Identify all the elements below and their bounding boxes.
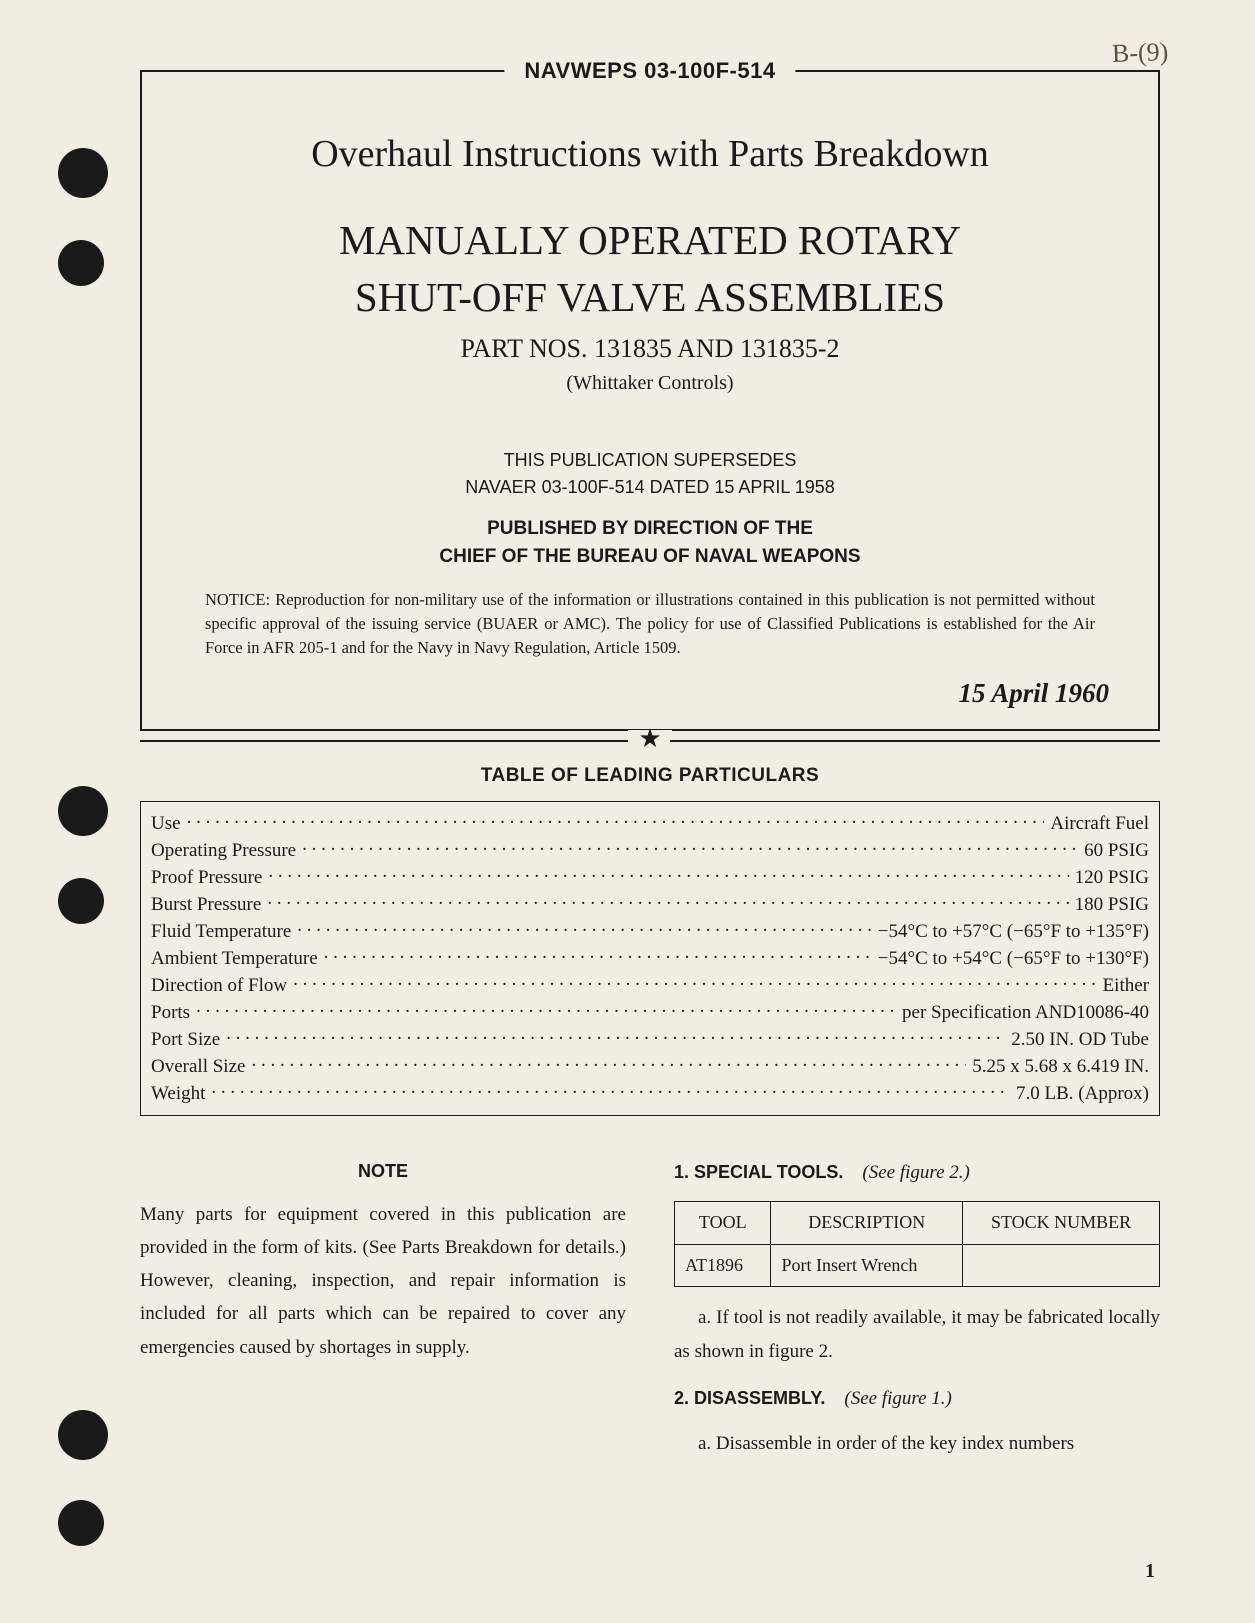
leader-dots <box>267 891 1068 910</box>
particulars-row: Fluid Temperature −54°C to +57°C (−65°F t… <box>151 918 1149 943</box>
main-title-line: MANUALLY OPERATED ROTARY <box>187 216 1113 265</box>
particulars-value: −54°C to +54°C (−65°F to +130°F) <box>872 948 1149 970</box>
leader-dots <box>187 810 1045 829</box>
leader-dots <box>293 972 1096 991</box>
punch-hole <box>58 878 104 924</box>
particulars-value: 7.0 LB. (Approx) <box>1010 1083 1149 1105</box>
particulars-label: Overall Size <box>151 1056 251 1078</box>
figure-ref: (See figure 2.) <box>862 1162 969 1183</box>
particulars-table: Use Aircraft Fuel Operating Pressure 60 PSI… <box>140 801 1160 1116</box>
particulars-label: Weight <box>151 1083 211 1105</box>
leader-dots <box>268 864 1068 883</box>
particulars-row: Operating Pressure 60 PSIG <box>151 837 1149 862</box>
table-cell <box>963 1244 1160 1287</box>
supersedes-line: NAVAER 03-100F-514 DATED 15 APRIL 1958 <box>465 477 835 497</box>
main-title-line: SHUT-OFF VALVE ASSEMBLIES <box>187 273 1113 322</box>
table-cell: Port Insert Wrench <box>771 1244 963 1287</box>
punch-hole <box>58 1410 108 1460</box>
particulars-row: Burst Pressure 180 PSIG <box>151 891 1149 916</box>
particulars-row: Direction of Flow Either <box>151 972 1149 997</box>
particulars-row: Proof Pressure 120 PSIG <box>151 864 1149 889</box>
particulars-value: 180 PSIG <box>1069 894 1149 916</box>
leader-dots <box>297 918 872 937</box>
handwritten-annotation: B-(9) <box>1111 37 1168 69</box>
particulars-heading: TABLE OF LEADING PARTICULARS <box>140 765 1160 787</box>
body-columns: NOTE Many parts for equipment covered in… <box>140 1156 1160 1460</box>
section-2: 2. DISASSEMBLY. (See figure 1.) <box>674 1382 1160 1415</box>
particulars-row: Weight 7.0 LB. (Approx) <box>151 1080 1149 1105</box>
particulars-label: Operating Pressure <box>151 840 302 862</box>
particulars-value: 2.50 IN. OD Tube <box>1005 1029 1149 1051</box>
table-cell: AT1896 <box>675 1244 771 1287</box>
leader-dots <box>324 945 872 964</box>
leader-dots <box>251 1053 966 1072</box>
section-number: 2. DISASSEMBLY. <box>674 1388 825 1408</box>
subtitle: Overhaul Instructions with Parts Breakdo… <box>187 132 1113 176</box>
page-number: 1 <box>1145 1560 1155 1583</box>
vendor: (Whittaker Controls) <box>187 372 1113 395</box>
section-1: 1. SPECIAL TOOLS. (See figure 2.) <box>674 1156 1160 1189</box>
leader-dots <box>302 837 1078 856</box>
published-by: PUBLISHED BY DIRECTION OF THE CHIEF OF T… <box>187 515 1113 570</box>
supersedes-line: THIS PUBLICATION SUPERSEDES <box>504 450 797 470</box>
particulars-label: Ports <box>151 1002 196 1024</box>
supersedes: THIS PUBLICATION SUPERSEDES NAVAER 03-10… <box>187 447 1113 501</box>
figure-ref: (See figure 1.) <box>844 1388 951 1409</box>
particulars-label: Port Size <box>151 1029 226 1051</box>
published-line: CHIEF OF THE BUREAU OF NAVAL WEAPONS <box>439 546 860 567</box>
section-2-a: a. Disassemble in order of the key index… <box>674 1427 1160 1460</box>
leader-dots <box>211 1080 1010 1099</box>
punch-hole <box>58 786 108 836</box>
note-heading: NOTE <box>140 1156 626 1188</box>
particulars-label: Ambient Temperature <box>151 948 324 970</box>
particulars-label: Fluid Temperature <box>151 921 297 943</box>
particulars-row: Ports per Specification AND10086-40 <box>151 999 1149 1024</box>
section-1-a: a. If tool is not readily available, it … <box>674 1301 1160 1368</box>
particulars-value: −54°C to +57°C (−65°F to +135°F) <box>872 921 1149 943</box>
leader-dots <box>196 999 896 1018</box>
notice-text: NOTICE: Reproduction for non-military us… <box>205 588 1095 660</box>
note-body: Many parts for equipment covered in this… <box>140 1198 626 1364</box>
page: B-(9) NAVWEPS 03-100F-514 Overhaul Instr… <box>0 0 1255 1623</box>
particulars-row: Overall Size 5.25 x 5.68 x 6.419 IN. <box>151 1053 1149 1078</box>
part-numbers: PART NOS. 131835 AND 131835-2 <box>187 334 1113 364</box>
particulars-row: Use Aircraft Fuel <box>151 810 1149 835</box>
right-column: 1. SPECIAL TOOLS. (See figure 2.) TOOLDE… <box>674 1156 1160 1460</box>
tools-header: STOCK NUMBER <box>963 1202 1160 1245</box>
particulars-row: Port Size 2.50 IN. OD Tube <box>151 1026 1149 1051</box>
tools-header: TOOL <box>675 1202 771 1245</box>
tools-header: DESCRIPTION <box>771 1202 963 1245</box>
particulars-value: 60 PSIG <box>1078 840 1149 862</box>
published-line: PUBLISHED BY DIRECTION OF THE <box>487 518 813 539</box>
particulars-value: 5.25 x 5.68 x 6.419 IN. <box>966 1056 1149 1078</box>
particulars-value: per Specification AND10086-40 <box>896 1002 1149 1024</box>
punch-hole <box>58 240 104 286</box>
particulars-label: Use <box>151 813 187 835</box>
star-icon: ★ <box>628 730 671 748</box>
particulars-label: Direction of Flow <box>151 975 293 997</box>
particulars-value: Either <box>1097 975 1149 997</box>
particulars-row: Ambient Temperature −54°C to +54°C (−65°F… <box>151 945 1149 970</box>
title-block: B-(9) NAVWEPS 03-100F-514 Overhaul Instr… <box>140 70 1160 731</box>
punch-hole <box>58 148 108 198</box>
section-number: 1. SPECIAL TOOLS. <box>674 1162 843 1182</box>
punch-hole <box>58 1500 104 1546</box>
publication-date: 15 April 1960 <box>187 678 1109 709</box>
left-column: NOTE Many parts for equipment covered in… <box>140 1156 626 1460</box>
leader-dots <box>226 1026 1005 1045</box>
tools-table: TOOLDESCRIPTIONSTOCK NUMBER AT1896Port I… <box>674 1201 1160 1287</box>
table-row: AT1896Port Insert Wrench <box>675 1244 1160 1287</box>
particulars-value: 120 PSIG <box>1069 867 1149 889</box>
particulars-label: Burst Pressure <box>151 894 267 916</box>
document-id: NAVWEPS 03-100F-514 <box>504 58 795 84</box>
particulars-value: Aircraft Fuel <box>1044 813 1149 835</box>
particulars-label: Proof Pressure <box>151 867 268 889</box>
